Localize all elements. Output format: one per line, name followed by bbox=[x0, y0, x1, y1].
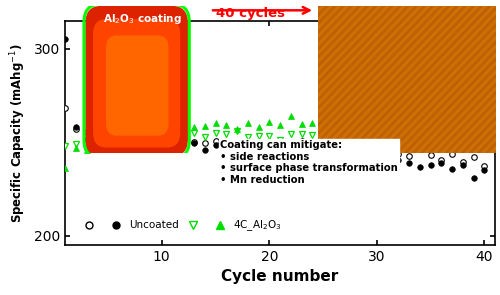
Y-axis label: Specific Capacity (mAhg$^{-1}$): Specific Capacity (mAhg$^{-1}$) bbox=[8, 43, 28, 223]
FancyBboxPatch shape bbox=[106, 35, 168, 136]
Legend: , Uncoated, , 4C_Al$_2$O$_3$: , Uncoated, , 4C_Al$_2$O$_3$ bbox=[74, 214, 285, 237]
X-axis label: Cycle number: Cycle number bbox=[222, 269, 338, 284]
FancyBboxPatch shape bbox=[93, 19, 180, 148]
FancyBboxPatch shape bbox=[86, 6, 188, 156]
Text: 40 cycles: 40 cycles bbox=[216, 7, 284, 20]
Text: Coating can mitigate:
• side reactions
• surface phase transformation
• Mn reduc: Coating can mitigate: • side reactions •… bbox=[220, 140, 398, 185]
Text: Al$_2$O$_3$ coating: Al$_2$O$_3$ coating bbox=[103, 12, 182, 26]
